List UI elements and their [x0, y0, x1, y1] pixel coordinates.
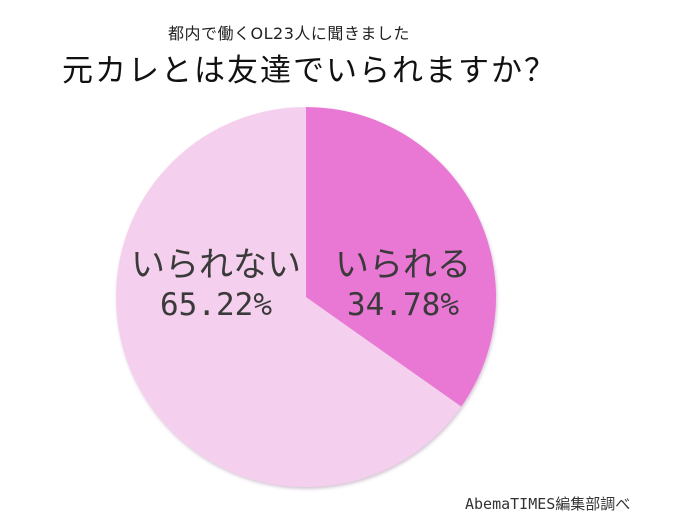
slice-label-cannot: いられない 65.22% — [126, 245, 306, 325]
slice-label-can-pct: 34.78% — [347, 287, 459, 323]
slice-label-cannot-pct: 65.22% — [160, 287, 272, 323]
chart-subtitle: 都内で働くOL23人に聞きました — [168, 24, 410, 43]
slice-label-can: いられる 34.78% — [328, 245, 478, 325]
pie-slice-cannot — [116, 107, 462, 487]
chart-title: 元カレとは友達でいられますか？ — [62, 53, 557, 89]
slice-label-cannot-text: いられない — [131, 245, 301, 285]
slice-label-can-text: いられる — [335, 245, 471, 285]
source-credit: AbemaTIMES編集部調べ — [465, 495, 631, 513]
pie-slice-can — [306, 107, 497, 407]
